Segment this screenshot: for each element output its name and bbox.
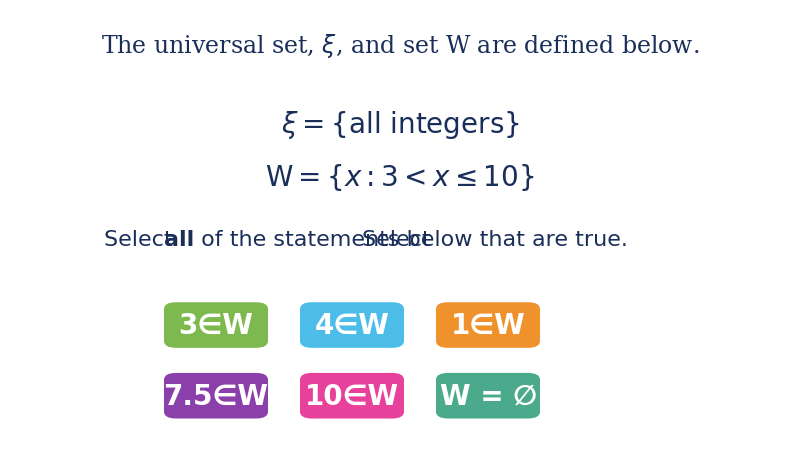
Text: W = ∅: W = ∅ — [439, 382, 537, 410]
FancyBboxPatch shape — [164, 303, 268, 348]
FancyBboxPatch shape — [436, 373, 540, 419]
Text: $\xi = \{\mathrm{all\ integers}\}$: $\xi = \{\mathrm{all\ integers}\}$ — [281, 109, 519, 141]
Text: 7.5∈W: 7.5∈W — [163, 382, 269, 410]
Text: 1∈W: 1∈W — [450, 311, 526, 339]
FancyBboxPatch shape — [164, 373, 268, 419]
Text: Select: Select — [362, 230, 438, 250]
Text: 3∈W: 3∈W — [178, 311, 254, 339]
FancyBboxPatch shape — [300, 303, 404, 348]
Text: Select: Select — [104, 230, 180, 250]
Text: 10∈W: 10∈W — [305, 382, 399, 410]
FancyBboxPatch shape — [436, 303, 540, 348]
Text: of the statements below that are true.: of the statements below that are true. — [194, 230, 628, 250]
Text: all: all — [164, 230, 194, 250]
Text: $\mathrm{W} = \{x : 3 < x \leq 10\}$: $\mathrm{W} = \{x : 3 < x \leq 10\}$ — [266, 162, 534, 192]
FancyBboxPatch shape — [300, 373, 404, 419]
Text: The universal set, $\xi$, and set W are defined below.: The universal set, $\xi$, and set W are … — [101, 32, 699, 60]
Text: 4∈W: 4∈W — [314, 311, 390, 339]
